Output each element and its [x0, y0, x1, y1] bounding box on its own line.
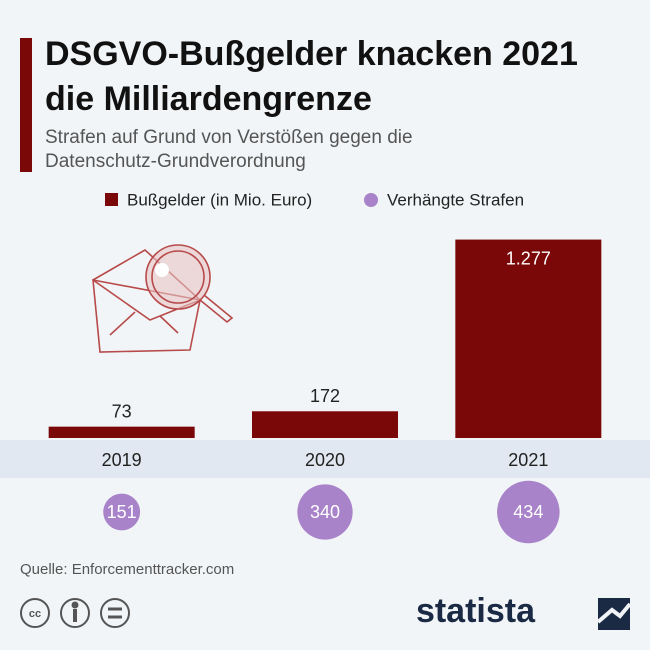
- data-label: 151: [107, 502, 137, 522]
- bar: [455, 239, 602, 438]
- legend-label: Verhängte Strafen: [387, 190, 524, 209]
- data-label: 434: [513, 502, 543, 522]
- legend-label: Bußgelder (in Mio. Euro): [127, 190, 312, 209]
- data-label: 1.277: [506, 248, 551, 268]
- license-icons: cc: [20, 598, 130, 628]
- chart-subtitle: Strafen auf Grund von Verstößen gegen di…: [45, 127, 413, 172]
- x-tick-label: 2021: [508, 450, 548, 470]
- legend-marker: [364, 193, 378, 207]
- bar: [48, 426, 195, 438]
- brand-logo[interactable]: statista: [416, 592, 536, 630]
- chart-title: DSGVO-Bußgelder knacken 2021 die Milliar…: [45, 35, 578, 118]
- data-label: 73: [112, 401, 132, 421]
- brand-icon: [596, 598, 632, 630]
- data-label: 340: [310, 502, 340, 522]
- data-label: 172: [310, 386, 340, 406]
- bar: [252, 411, 398, 438]
- envelope-illustration: [92, 244, 234, 353]
- bubble: [103, 493, 141, 531]
- accent-bar: [20, 38, 32, 172]
- bubble: [297, 484, 353, 540]
- x-tick-label: 2020: [305, 450, 345, 470]
- bubble: [497, 480, 560, 544]
- legend-marker: [105, 193, 118, 206]
- source: Quelle: Enforcementtracker.com: [20, 561, 234, 578]
- x-tick-label: 2019: [102, 450, 142, 470]
- svg-text:cc: cc: [29, 608, 41, 620]
- category-band: [0, 440, 650, 478]
